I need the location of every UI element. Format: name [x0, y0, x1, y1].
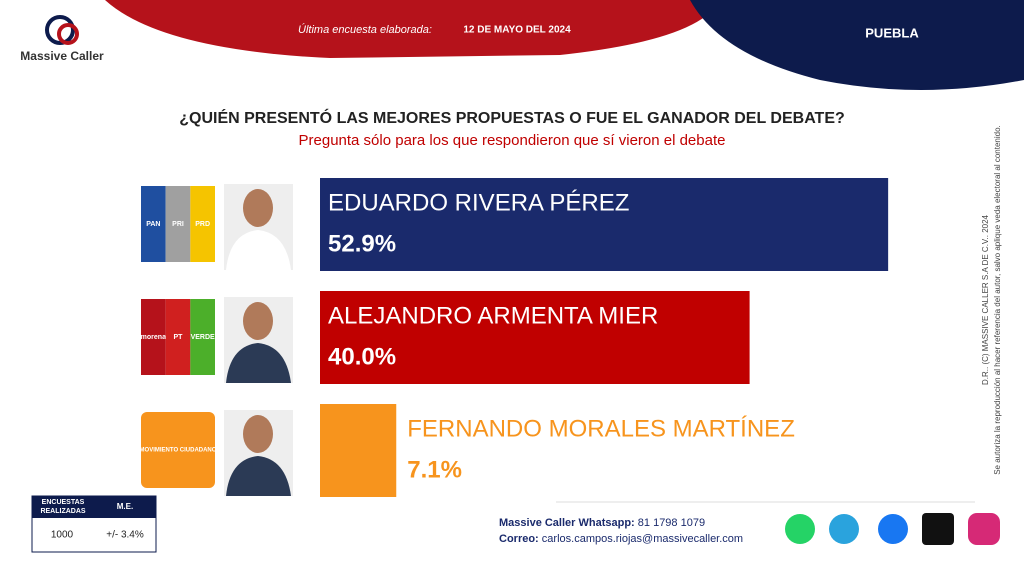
logo-icon — [45, 15, 75, 45]
logo-icon — [57, 23, 79, 45]
candidate-head — [243, 415, 273, 453]
header-band-right — [690, 0, 1024, 90]
table-cell: +/- 3.4% — [106, 530, 144, 541]
party-logo — [165, 299, 191, 375]
party-name: morena — [141, 334, 166, 341]
survey-label: Última encuesta elaborada: — [298, 23, 432, 36]
table-header — [32, 496, 156, 518]
candidate-body — [226, 456, 291, 496]
social-icons — [785, 513, 1000, 545]
candidate-body — [226, 230, 291, 270]
candidate-name: ALEJANDRO ARMENTA MIER — [328, 302, 658, 329]
party-logo — [190, 299, 215, 375]
logo-text: Massive Caller — [20, 49, 104, 63]
candidate-name: FERNANDO MORALES MARTÍNEZ — [407, 415, 795, 442]
instagram-icon[interactable] — [968, 513, 1000, 545]
bar — [320, 404, 397, 497]
table-header-cell: M.E. — [117, 502, 133, 511]
party-name: PT — [174, 334, 184, 341]
footer-value: carlos.campos.riojas@massivecaller.com — [542, 533, 743, 545]
survey-date: 12 DE MAYO DEL 2024 — [463, 25, 571, 36]
header-band — [105, 0, 720, 58]
party-logo — [141, 412, 215, 488]
party-name: MOVIMIENTO CIUDADANO — [140, 448, 217, 454]
bar — [320, 291, 750, 384]
x-icon[interactable] — [922, 513, 954, 545]
party-logo — [141, 299, 166, 375]
table-cell: 1000 — [51, 530, 74, 541]
side-note-line: Se autoriza la reproducción al hacer ref… — [993, 125, 1002, 475]
logo: Massive Caller — [20, 15, 104, 63]
candidate-body — [226, 343, 291, 383]
table-header-text: ENCUESTAS REALIZADAS — [40, 499, 86, 515]
party-logo — [141, 186, 166, 262]
side-note: D.R.. (C) MASSIVE CALLER S.A DE C.V.. 20… — [981, 125, 1002, 475]
table-header-cell: ENCUESTAS REALIZADAS — [40, 499, 86, 515]
footer-label: Correo: — [499, 533, 539, 545]
value-label: 52.9% — [328, 230, 396, 257]
candidate-head — [243, 189, 273, 227]
footer-line: Massive Caller Whatsapp: 81 1798 1079 — [499, 517, 705, 529]
party-logo — [190, 186, 215, 262]
candidate-head — [243, 302, 273, 340]
party-logo — [165, 186, 191, 262]
party-name: PRI — [172, 221, 184, 228]
party-name: PRD — [195, 221, 210, 228]
value-label: 40.0% — [328, 343, 396, 370]
party-name: PAN — [146, 221, 160, 228]
value-label: 7.1% — [407, 456, 462, 483]
footer-label: Massive Caller Whatsapp: — [499, 517, 635, 529]
chart-title: ¿QUIÉN PRESENTÓ LAS MEJORES PROPUESTAS O… — [179, 108, 845, 127]
footer-value: 81 1798 1079 — [638, 517, 705, 529]
bar — [320, 178, 889, 271]
whatsapp-icon[interactable] — [785, 514, 815, 544]
party-name: VERDE — [191, 334, 215, 341]
candidate-name: EDUARDO RIVERA PÉREZ — [328, 189, 629, 216]
side-note-line: D.R.. (C) MASSIVE CALLER S.A DE C.V.. 20… — [981, 214, 990, 385]
sample-table: ENCUESTAS REALIZADAS M.E. 1000 +/- 3.4% — [31, 495, 157, 553]
telegram-icon[interactable] — [829, 514, 859, 544]
chart-subtitle: Pregunta sólo para los que respondieron … — [299, 132, 726, 149]
footer-line: Correo: carlos.campos.riojas@massivecall… — [499, 533, 743, 545]
region: PUEBLA — [865, 25, 919, 40]
facebook-icon[interactable] — [878, 514, 908, 544]
